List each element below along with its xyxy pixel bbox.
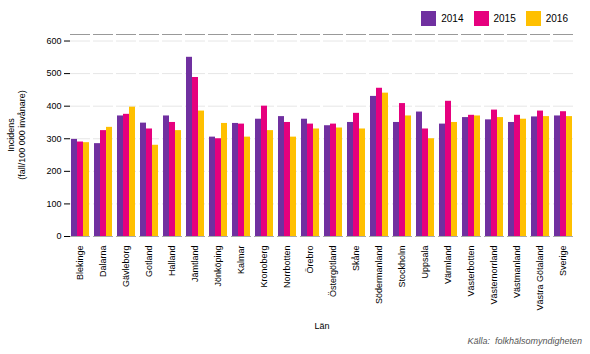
svg-text:400: 400 <box>46 101 61 111</box>
svg-text:Jämtland: Jämtland <box>190 246 200 283</box>
html-text:Källa: folkhälsomyndigheten: Källa: folkhälsomyndigheten <box>467 336 582 346</box>
svg-text:500: 500 <box>46 68 61 78</box>
svg-text:Kronoberg: Kronoberg <box>259 246 269 288</box>
svg-text:Norrbotten: Norrbotten <box>282 246 292 289</box>
html-text:2016: 2016 <box>545 13 568 24</box>
html-text:2015: 2015 <box>493 13 516 24</box>
svg-text:Uppsala: Uppsala <box>420 246 430 279</box>
svg-text:Örebro: Örebro <box>305 246 315 274</box>
svg-text:Blekinge: Blekinge <box>75 246 85 281</box>
svg-text:Västernorrland: Västernorrland <box>489 246 499 305</box>
svg-text:Dalarna: Dalarna <box>98 246 108 278</box>
svg-text:Västra Götaland: Västra Götaland <box>535 246 545 311</box>
svg-text:Incidens(fall/100 000 invånare: Incidens(fall/100 000 invånare) <box>6 90 27 180</box>
svg-text:Västmanland: Västmanland <box>512 246 522 299</box>
svg-text:Södermanland: Södermanland <box>374 246 384 305</box>
svg-text:100: 100 <box>46 199 61 209</box>
svg-text:200: 200 <box>46 166 61 176</box>
svg-text:Gävleborg: Gävleborg <box>121 246 131 288</box>
svg-text:Västerbotten: Västerbotten <box>466 246 476 297</box>
svg-text:Jönköping: Jönköping <box>213 246 223 287</box>
svg-text:600: 600 <box>46 36 61 46</box>
svg-text:0: 0 <box>56 231 61 241</box>
svg-text:Östergötland: Östergötland <box>328 246 338 298</box>
svg-text:Kalmar: Kalmar <box>236 246 246 275</box>
html-text:2014: 2014 <box>441 13 464 24</box>
svg-text:Län: Län <box>314 321 329 331</box>
svg-text:Stockholm: Stockholm <box>397 246 407 288</box>
svg-text:Gotland: Gotland <box>144 246 154 278</box>
svg-text:Skåne: Skåne <box>351 246 361 272</box>
svg-text:Halland: Halland <box>167 246 177 277</box>
svg-text:Värmland: Värmland <box>443 246 453 285</box>
svg-text:Sverige: Sverige <box>558 246 568 277</box>
svg-text:300: 300 <box>46 134 61 144</box>
